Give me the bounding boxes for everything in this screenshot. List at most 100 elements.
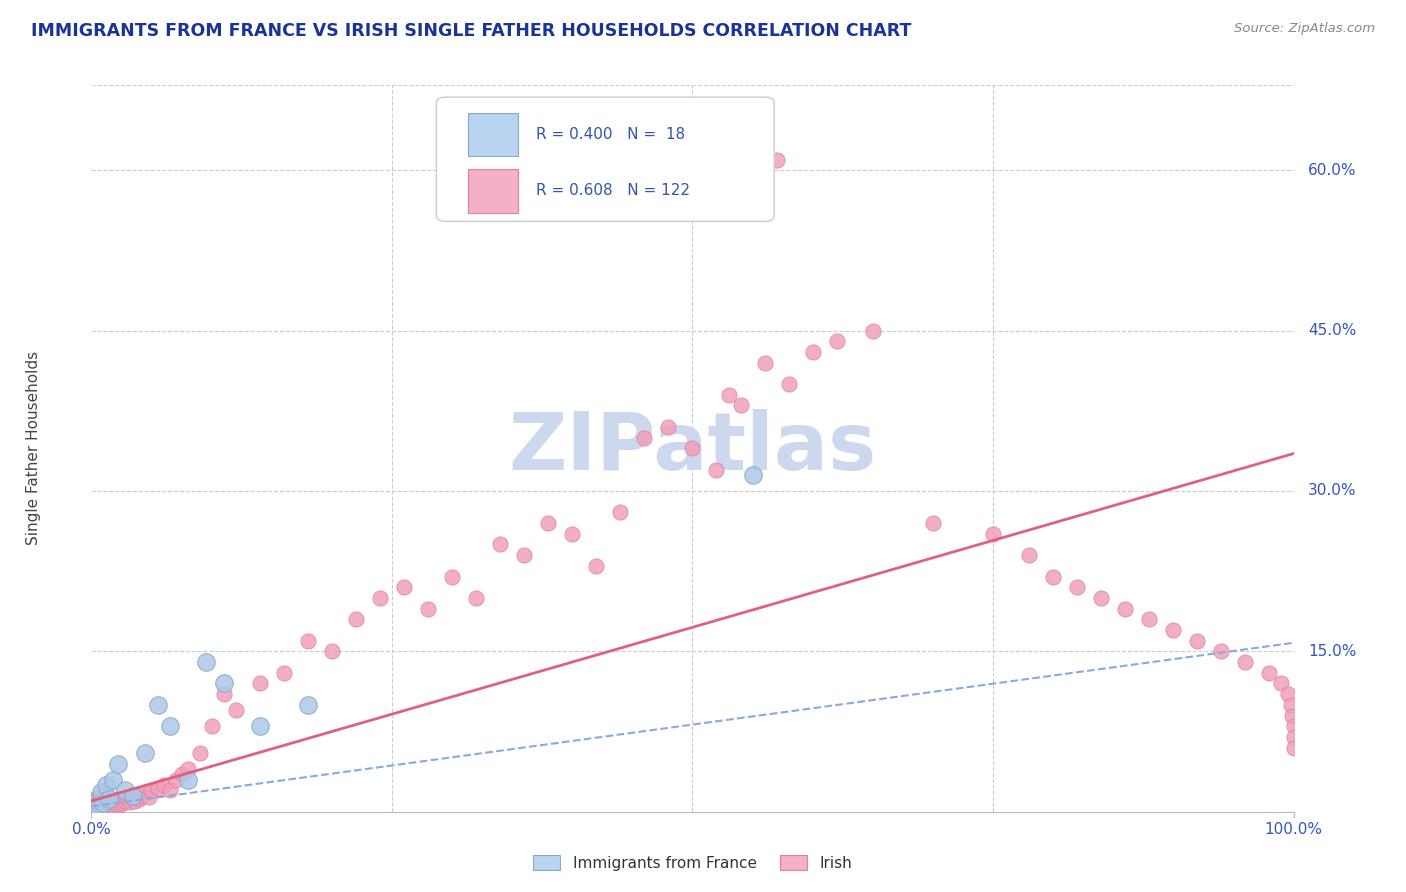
Point xyxy=(86,799,108,814)
Point xyxy=(108,795,131,809)
Point xyxy=(159,783,181,797)
Point xyxy=(94,800,117,814)
Point xyxy=(1137,612,1160,626)
Point xyxy=(1042,569,1064,583)
Point xyxy=(101,772,124,787)
Point xyxy=(1234,655,1257,669)
Point xyxy=(98,796,121,810)
Point xyxy=(249,676,271,690)
Point xyxy=(84,797,107,812)
Point xyxy=(107,798,129,813)
Point xyxy=(633,431,655,445)
Point xyxy=(134,785,156,799)
Point xyxy=(93,799,115,814)
Point xyxy=(82,796,104,810)
Point xyxy=(717,388,740,402)
Point xyxy=(765,153,787,167)
Text: 30.0%: 30.0% xyxy=(1308,483,1357,499)
Point xyxy=(83,798,105,813)
Point xyxy=(101,795,124,809)
Point xyxy=(84,800,107,814)
Text: 45.0%: 45.0% xyxy=(1308,323,1357,338)
Text: IMMIGRANTS FROM FRANCE VS IRISH SINGLE FATHER HOUSEHOLDS CORRELATION CHART: IMMIGRANTS FROM FRANCE VS IRISH SINGLE F… xyxy=(31,22,911,40)
Point xyxy=(94,796,117,810)
Point xyxy=(89,797,111,812)
Point xyxy=(96,795,118,809)
Point xyxy=(83,794,105,808)
Point xyxy=(465,591,488,605)
Point xyxy=(1187,633,1209,648)
Point xyxy=(188,746,211,760)
Point xyxy=(128,792,150,806)
Point xyxy=(134,746,156,760)
Point xyxy=(825,334,848,349)
Point xyxy=(93,793,115,807)
Point xyxy=(981,526,1004,541)
Point xyxy=(114,794,136,808)
Point xyxy=(86,798,108,813)
Point xyxy=(1282,730,1305,744)
Text: R = 0.400   N =  18: R = 0.400 N = 18 xyxy=(536,127,685,142)
Point xyxy=(87,796,110,810)
Point xyxy=(1282,719,1305,733)
Point xyxy=(754,356,776,370)
Point xyxy=(1258,665,1281,680)
Point xyxy=(114,783,136,797)
Point xyxy=(297,698,319,712)
Point xyxy=(1279,698,1302,712)
Point xyxy=(489,537,512,551)
Point xyxy=(117,792,139,806)
Point xyxy=(1281,708,1303,723)
Text: ZIPatlas: ZIPatlas xyxy=(509,409,876,487)
Point xyxy=(84,795,107,809)
Point xyxy=(122,789,145,803)
Point xyxy=(83,801,105,815)
Point xyxy=(585,558,607,573)
Point xyxy=(89,800,111,814)
Point xyxy=(90,801,112,815)
Point xyxy=(118,795,141,809)
Point xyxy=(609,505,631,519)
Point xyxy=(681,442,703,456)
Point xyxy=(86,795,108,809)
Point xyxy=(87,799,110,814)
Point xyxy=(93,797,115,812)
FancyBboxPatch shape xyxy=(468,169,519,212)
Point xyxy=(121,790,143,805)
Point xyxy=(100,798,122,813)
Point xyxy=(657,420,679,434)
Point xyxy=(392,580,415,594)
Point xyxy=(86,801,108,815)
Point xyxy=(96,799,118,814)
Point xyxy=(922,516,945,530)
Point xyxy=(93,800,115,814)
Text: Source: ZipAtlas.com: Source: ZipAtlas.com xyxy=(1234,22,1375,36)
Point xyxy=(107,756,129,771)
Point xyxy=(1270,676,1292,690)
Point xyxy=(176,772,198,787)
Point xyxy=(86,790,108,805)
Point xyxy=(1277,687,1299,701)
Point xyxy=(84,799,107,814)
Point xyxy=(90,798,112,813)
Point xyxy=(1211,644,1233,658)
Point xyxy=(212,687,235,701)
Point xyxy=(1090,591,1112,605)
Point xyxy=(165,772,187,787)
Point xyxy=(146,698,169,712)
Point xyxy=(706,462,728,476)
FancyBboxPatch shape xyxy=(468,112,519,156)
Point xyxy=(561,526,583,541)
Point xyxy=(1018,548,1040,562)
Text: 15.0%: 15.0% xyxy=(1308,644,1357,659)
Point xyxy=(91,799,114,814)
Point xyxy=(249,719,271,733)
Point xyxy=(97,798,120,813)
Point xyxy=(273,665,295,680)
Point xyxy=(94,778,117,792)
Point xyxy=(141,783,163,797)
Point xyxy=(103,794,125,808)
Point xyxy=(131,789,153,803)
Point xyxy=(225,703,247,717)
Point xyxy=(105,792,128,806)
